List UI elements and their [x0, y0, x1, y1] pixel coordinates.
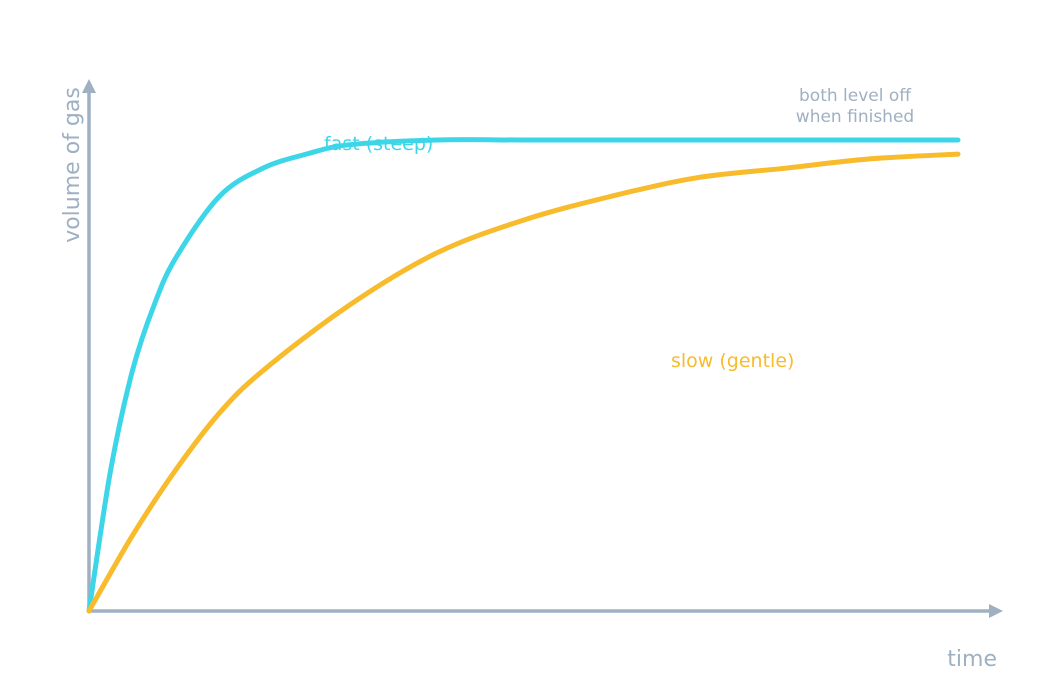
y-axis-label: volume of gas [60, 87, 85, 243]
annotation-line-1: both level off [799, 86, 912, 106]
y-axis-arrowhead [82, 79, 96, 93]
series-label-slow: slow (gentle) [671, 350, 794, 372]
level-off-annotation: both level off when finished [796, 86, 914, 127]
series-curves [86, 137, 961, 614]
x-axis-label: time [947, 647, 997, 672]
annotation-line-2: when finished [796, 107, 914, 127]
series-line-slow [86, 151, 961, 614]
series-line-fast [86, 137, 961, 614]
series-label-fast: fast (steep) [324, 133, 433, 155]
x-axis-arrowhead [989, 604, 1003, 618]
axes [82, 79, 1003, 618]
